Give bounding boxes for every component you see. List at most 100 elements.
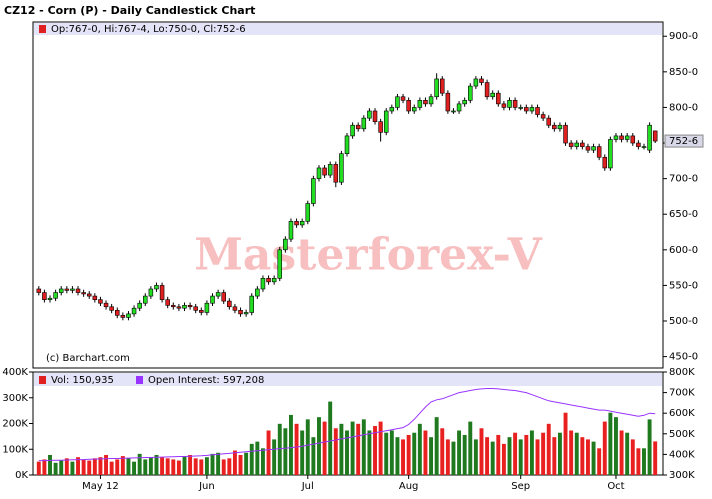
volume-bar [630,439,635,475]
volume-bar [115,459,120,475]
volume-bar [524,434,529,475]
volume-bar [462,434,467,475]
volume-legend: Vol: 150,935 [51,375,114,386]
volume-bar [98,457,103,475]
candle-body [154,285,159,290]
volume-bar [485,437,490,475]
volume-bar [64,458,69,475]
volume-bar [585,439,590,475]
candle-body [109,306,114,311]
y-tick-label: 900-0 [669,31,698,42]
candle-body [552,124,557,130]
candle-body [563,124,568,144]
volume-bar [294,423,299,475]
candle-body [53,292,58,299]
volume-bar [322,421,327,475]
candle-body [406,100,411,112]
volume-bar [266,430,271,475]
volume-bar [417,423,422,475]
volume-bar [647,419,652,475]
volume-bar [143,459,148,475]
candle-body [148,288,154,297]
candle-body [126,313,131,318]
volume-bar [350,421,355,475]
volume-bar [70,461,75,475]
candle-body [171,305,176,308]
watermark: Masterforex-V [194,230,542,281]
y-tick-label: 0K [15,470,28,481]
candle-body [36,288,42,293]
y-tick-label: 550-0 [669,280,698,291]
candle-body [585,146,591,151]
last-price-label: 752-6 [669,136,698,147]
candle-body [636,142,641,147]
candle-body [468,85,473,101]
candle-body [339,153,344,183]
volume-bar [154,454,159,475]
candle-body [456,103,462,112]
candle-body [608,139,613,169]
candle-body [439,78,445,94]
oi-legend: Open Interest: 597,208 [148,375,264,386]
volume-bar [232,450,237,475]
volume-bar [619,430,624,475]
volume-bar [597,448,602,475]
candle-body [619,135,624,140]
volume-bar [305,419,310,475]
volume-bar [468,421,473,475]
volume-bar [53,462,58,475]
candle-body [215,292,221,297]
candle-body [423,100,428,105]
volume-bar [328,401,333,475]
candle-body [260,277,266,290]
candle-body [568,142,574,147]
y2-tick-label: 300K [669,470,695,481]
volume-bar [182,456,187,475]
volume-bar [104,454,109,475]
price-panel [32,21,664,369]
x-tick-label: Jul [301,481,314,492]
volume-legend-strip [34,373,662,386]
y-tick-label: 100K [2,444,28,455]
candle-body [383,110,389,133]
x-tick-label: Aug [399,481,419,492]
volume-bar [148,457,153,475]
volume-bar [199,459,204,475]
candle-body [176,306,182,309]
volume-bar [507,437,512,475]
candle-body [630,135,636,144]
open-interest-line [38,388,656,462]
candle-body [355,124,361,130]
volume-bar [59,460,64,475]
volume-bar [608,412,613,475]
candle-body [120,315,126,318]
y-tick-label: 400K [2,367,28,378]
candle-body [266,277,271,283]
volume-bar [317,417,321,475]
volume-bar [541,432,546,475]
y-tick-label: 300K [2,393,28,404]
x-tick-label: Jun [198,481,215,492]
candle-body [249,295,255,313]
volume-bar [210,453,215,475]
volume-bar [569,430,574,475]
volume-bar [36,461,41,475]
volume-bar [255,441,260,475]
candle-body [81,292,86,295]
candle-body [395,96,400,108]
candle-body [378,121,383,133]
y2-tick-label: 700K [669,388,695,399]
legend-swatch [136,376,143,384]
candle-body [187,305,193,308]
candle-body [529,107,535,112]
legend-strip [34,23,662,35]
y2-tick-label: 500K [669,429,695,440]
candle-body [591,146,596,151]
candle-body [596,146,602,158]
volume-bar [535,439,540,475]
candle-body [507,100,512,108]
y2-tick-label: 600K [669,408,695,419]
candle-body [165,299,170,306]
volume-bar [546,423,551,475]
candle-body [305,203,311,222]
